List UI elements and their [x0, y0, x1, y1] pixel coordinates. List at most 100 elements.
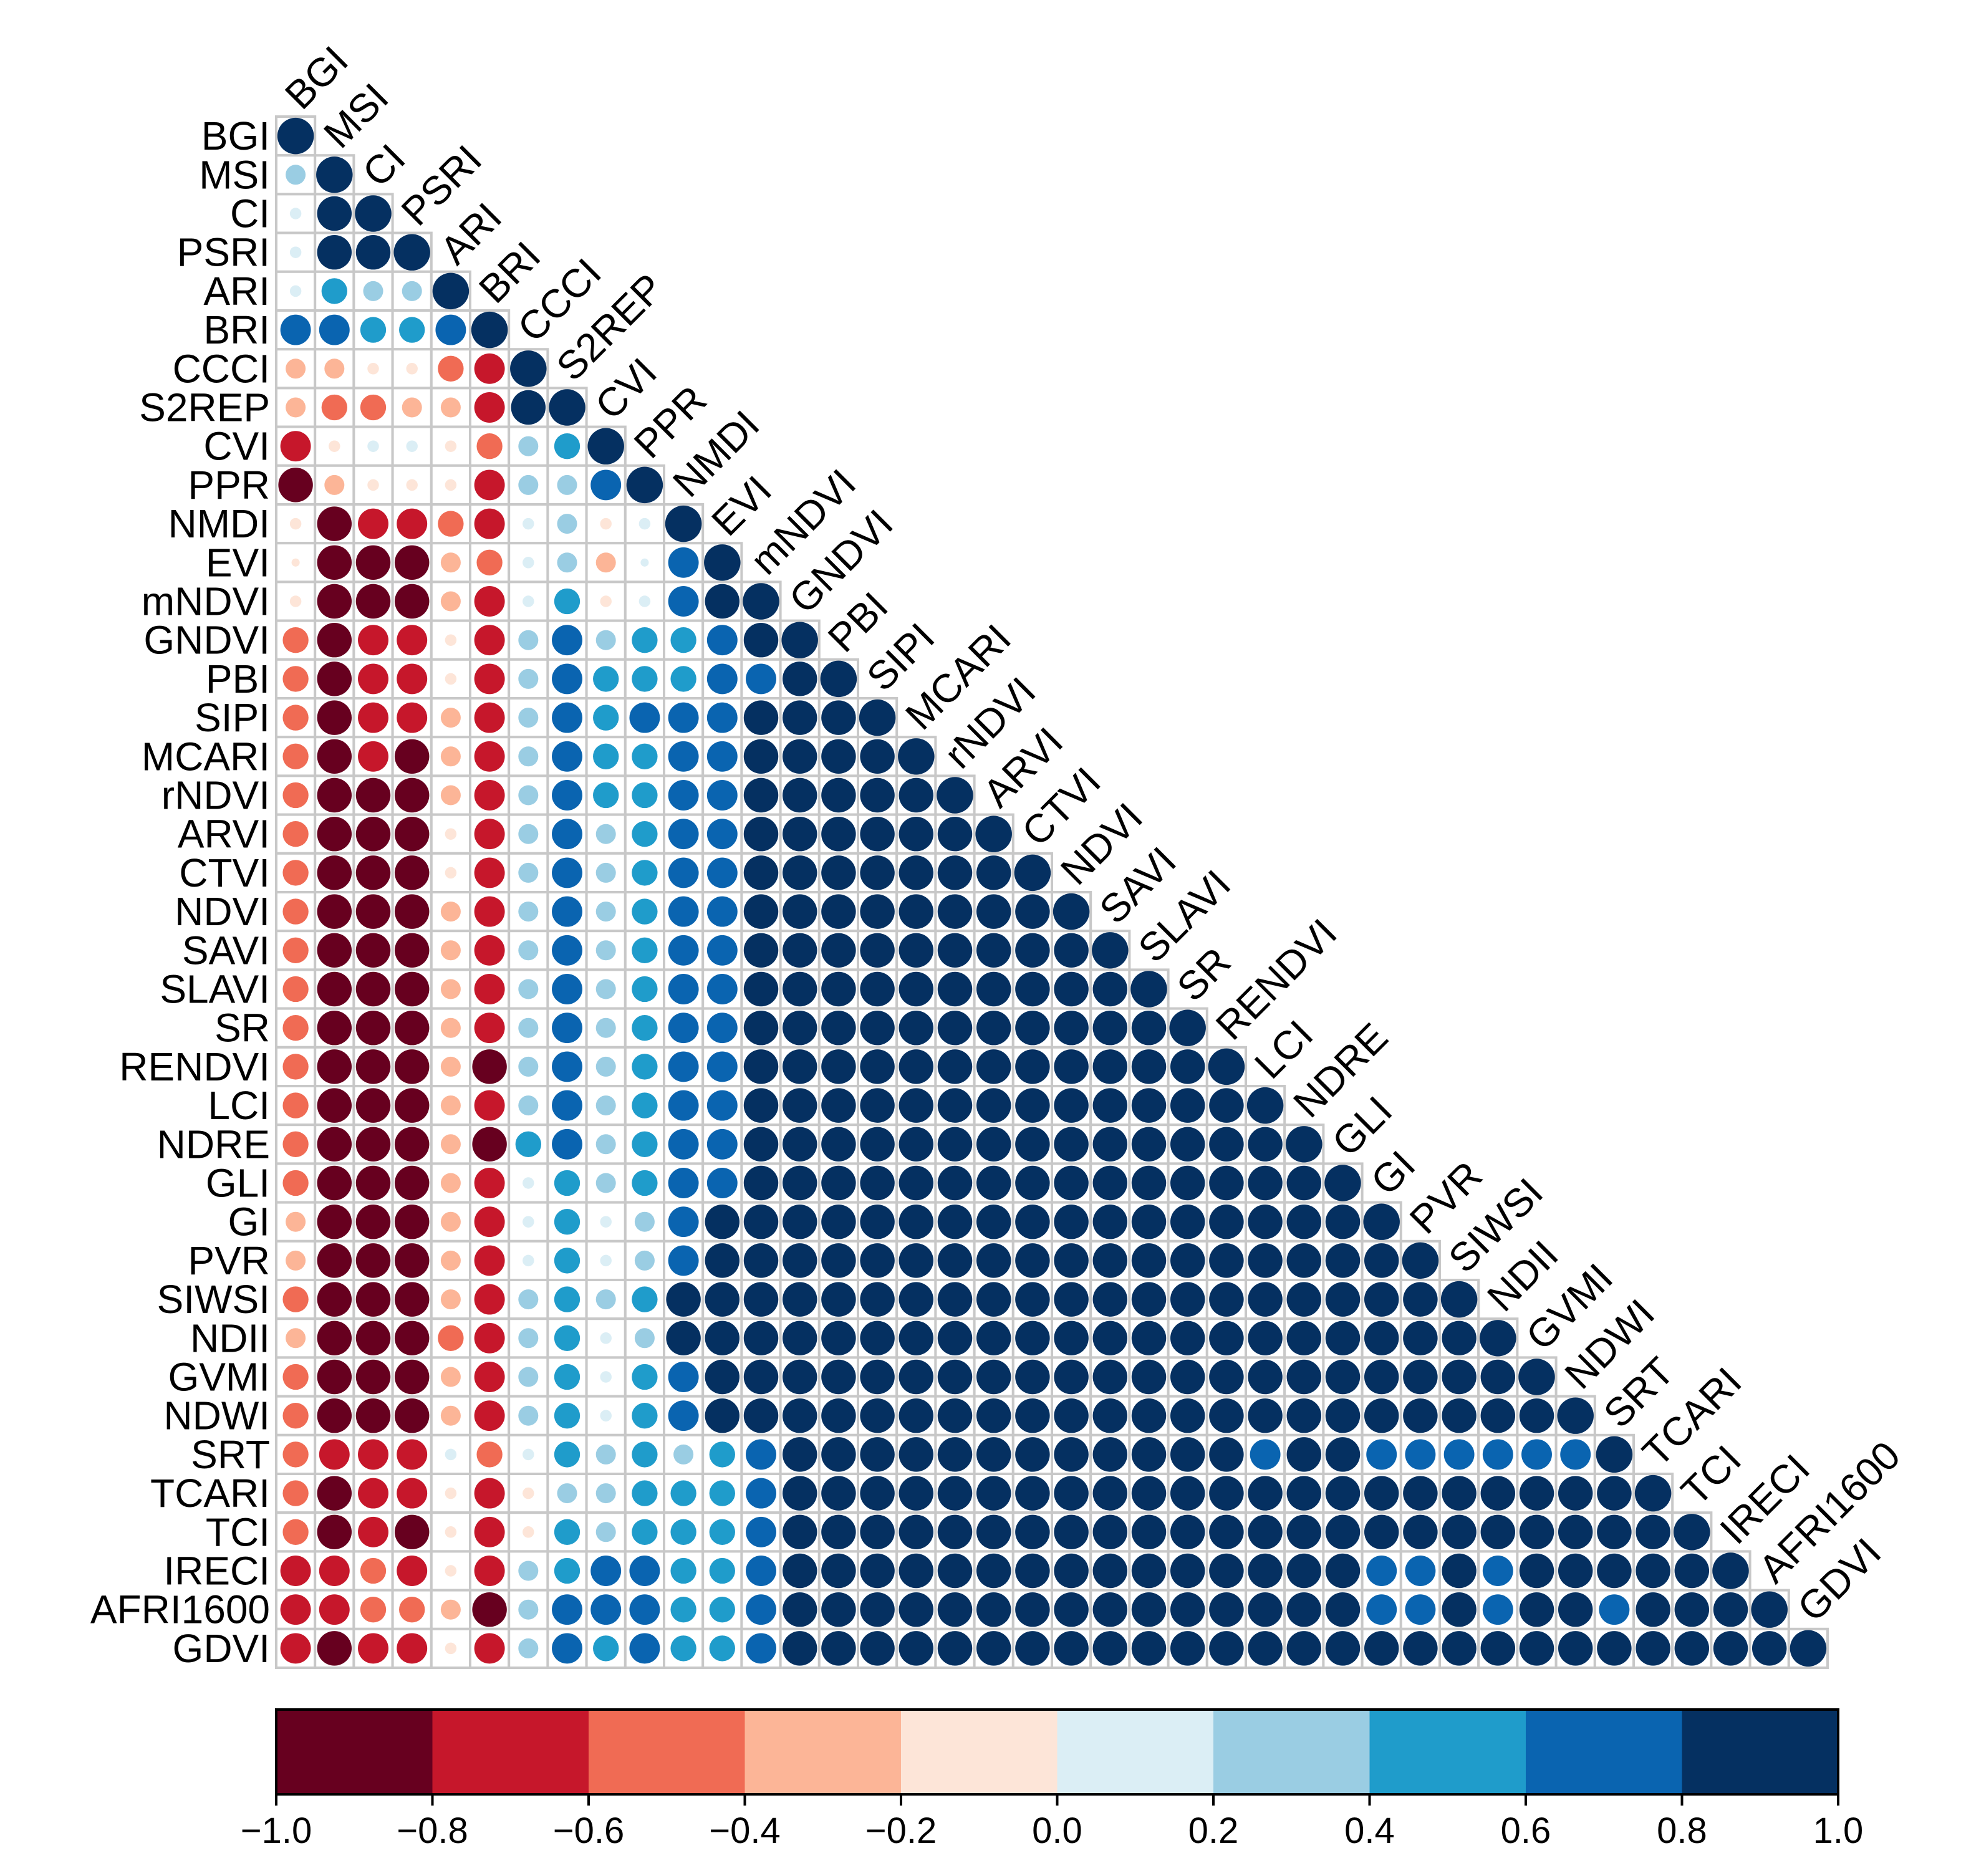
correlation-dot — [1482, 1556, 1513, 1586]
correlation-dot — [355, 1243, 391, 1278]
correlation-dot — [282, 1364, 309, 1390]
correlation-dot — [899, 1049, 934, 1084]
correlation-dot — [1403, 1359, 1438, 1395]
row-label: ARVI — [178, 812, 270, 857]
correlation-dot — [440, 1289, 461, 1310]
correlation-dot — [474, 1633, 505, 1664]
correlation-dot — [1402, 1242, 1439, 1279]
correlation-dot — [367, 479, 379, 491]
correlation-dot — [743, 777, 779, 813]
correlation-dot — [317, 1398, 352, 1433]
correlation-dot — [282, 1441, 309, 1468]
correlation-dot — [638, 595, 651, 607]
correlation-dot — [474, 702, 505, 733]
correlation-dot — [277, 117, 314, 155]
correlation-dot — [632, 1364, 658, 1390]
correlation-dot — [595, 1173, 616, 1193]
correlation-dot — [474, 1478, 505, 1509]
correlation-dot — [860, 1476, 895, 1511]
correlation-dot — [593, 743, 619, 769]
correlation-dot — [393, 234, 430, 271]
correlation-dot — [282, 743, 309, 769]
correlation-dot — [975, 815, 1012, 852]
correlation-dot — [1014, 854, 1051, 892]
correlation-dot — [1405, 1594, 1436, 1625]
correlation-dot — [899, 894, 934, 929]
correlation-dot — [440, 708, 461, 728]
correlation-dot — [860, 894, 895, 929]
correlation-dot — [360, 1597, 387, 1623]
correlation-dot — [976, 1514, 1011, 1550]
correlation-dot — [782, 1049, 817, 1084]
correlation-dot — [1131, 1514, 1167, 1550]
correlation-dot — [1248, 1592, 1283, 1627]
correlation-dot — [1092, 1049, 1128, 1084]
correlation-dot — [554, 1325, 581, 1351]
correlation-dot — [1364, 1243, 1399, 1278]
correlation-dot — [709, 1557, 735, 1584]
correlation-dot — [860, 1243, 895, 1278]
correlation-dot — [1364, 1320, 1399, 1356]
correlation-dot — [317, 1165, 352, 1201]
correlation-dot — [1015, 1592, 1050, 1627]
row-label: MCARI — [142, 734, 270, 779]
correlation-dot — [552, 1051, 582, 1082]
correlation-dot — [976, 1088, 1011, 1123]
correlation-dot — [1558, 1553, 1593, 1589]
correlation-dot — [860, 1049, 895, 1084]
correlation-dot — [1015, 1631, 1050, 1666]
correlation-dot — [399, 317, 425, 343]
correlation-dot — [1597, 1553, 1632, 1589]
correlation-dot — [289, 246, 302, 258]
correlation-dot — [1751, 1631, 1787, 1666]
correlation-dot — [1286, 1165, 1322, 1201]
row-label: GLI — [206, 1161, 270, 1206]
correlation-dot — [743, 816, 779, 852]
correlation-dot — [860, 1514, 895, 1550]
correlation-dot — [474, 1206, 505, 1238]
correlation-dot — [782, 1437, 817, 1472]
correlation-dot — [280, 1556, 311, 1586]
colorbar-segment — [432, 1710, 589, 1794]
correlation-dot — [474, 819, 505, 850]
correlation-dot — [552, 1090, 582, 1121]
correlation-dot — [1480, 1359, 1516, 1395]
correlation-dot — [317, 1049, 352, 1084]
correlation-dot — [782, 1127, 817, 1162]
correlation-dot — [937, 1165, 973, 1201]
correlation-dot — [282, 1054, 309, 1080]
correlation-dot — [670, 666, 696, 692]
correlation-dot — [1286, 1514, 1322, 1550]
colorbar-segment — [1682, 1710, 1839, 1794]
correlation-dot — [552, 935, 582, 966]
row-label: mNDVI — [142, 579, 270, 624]
matrix-cell — [624, 658, 665, 700]
correlation-dot — [821, 1398, 856, 1433]
correlation-dot — [670, 1635, 696, 1662]
correlation-dot — [976, 1359, 1011, 1395]
correlation-dot — [782, 1010, 817, 1046]
correlation-dot — [1250, 1439, 1281, 1470]
correlation-dot — [355, 1320, 391, 1356]
correlation-dot — [976, 1049, 1011, 1084]
correlation-dot — [670, 1557, 696, 1584]
correlation-dot — [593, 666, 619, 692]
correlation-dot — [668, 702, 699, 733]
correlation-dot — [554, 1170, 581, 1196]
correlation-dot — [518, 785, 539, 806]
correlation-dot — [859, 699, 896, 736]
correlation-dot — [552, 1128, 582, 1160]
correlation-dot — [976, 1204, 1011, 1239]
correlation-dot — [355, 933, 391, 968]
correlation-dot — [706, 1090, 738, 1121]
correlation-dot — [976, 1437, 1011, 1472]
correlation-dot — [821, 1010, 856, 1046]
correlation-dot — [397, 663, 428, 695]
correlation-dot — [355, 816, 391, 852]
circle-layer — [277, 117, 1827, 1667]
correlation-dot — [554, 1403, 581, 1429]
correlation-dot — [1366, 1556, 1397, 1586]
correlation-dot — [1054, 1282, 1089, 1317]
row-label: IRECI — [163, 1549, 270, 1594]
correlation-dot — [670, 1597, 696, 1623]
